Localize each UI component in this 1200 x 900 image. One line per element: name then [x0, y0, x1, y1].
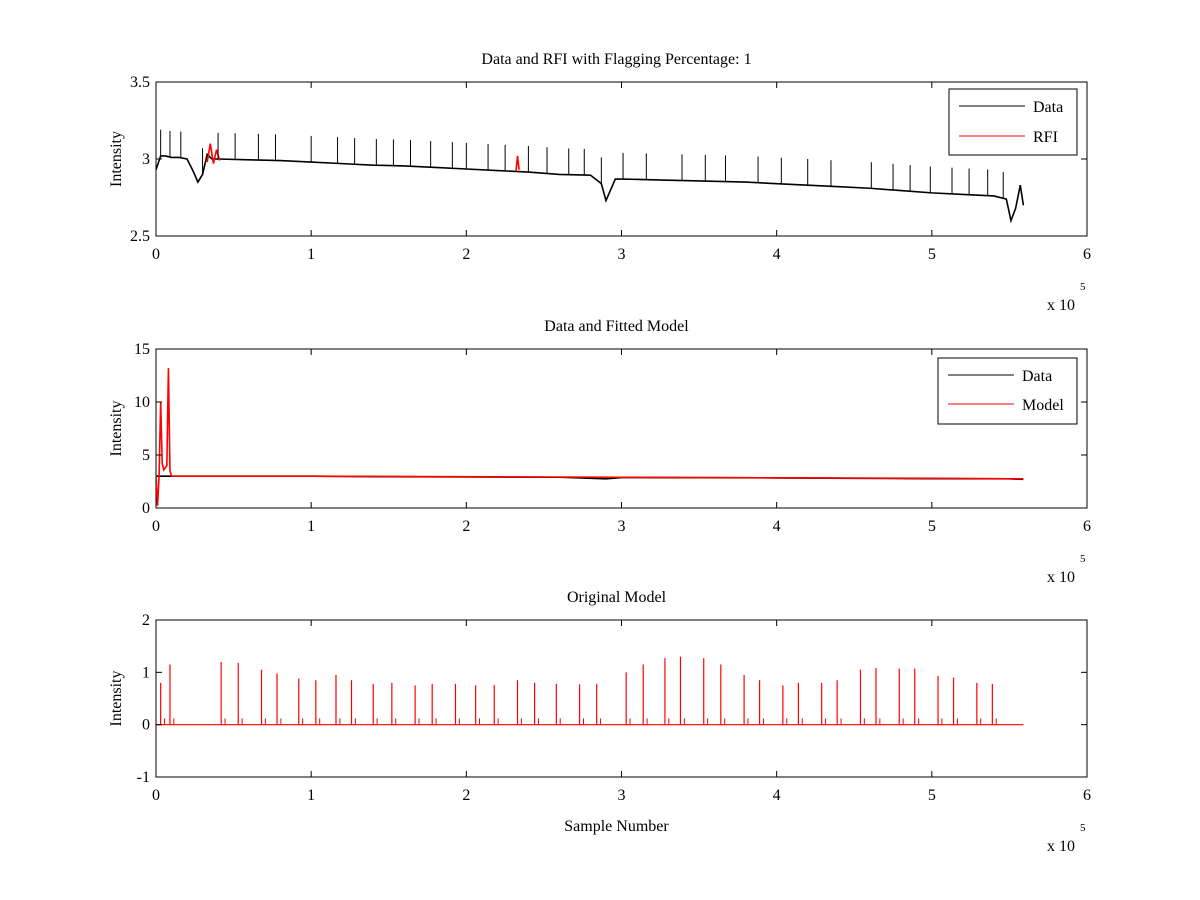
legend: Data RFI	[948, 88, 1078, 156]
subplot-data-and-rfi: 0 1 2 3 4 5 6 2.5 3 3.5 Data and RFI with Flagging…	[108, 51, 1091, 314]
x-tick-label: 3	[618, 518, 626, 535]
x-multiplier-exponent: 5	[1080, 553, 1086, 565]
x-tick-label: 1	[307, 518, 315, 535]
series-line-rfi-cluster-0	[206, 143, 221, 164]
plot-area	[156, 129, 1025, 224]
x-tick-label: 5	[928, 787, 936, 804]
x-tick-label: 1	[307, 787, 315, 804]
x-multiplier: x 10	[1047, 838, 1075, 855]
y-tick-label: 2	[142, 612, 150, 629]
y-tick-label: 5	[142, 447, 150, 464]
series-model	[156, 656, 1024, 726]
x-multiplier-exponent: 5	[1080, 822, 1086, 834]
chart-title: Original Model	[567, 589, 667, 606]
y-tick-label: 0	[142, 500, 150, 517]
y-tick-label: 10	[134, 394, 150, 411]
y-axis-label: Intensity	[108, 671, 125, 727]
x-tick-label: 3	[618, 246, 626, 263]
series-line-rfi-cluster-1	[515, 155, 520, 172]
legend-box	[937, 357, 1078, 425]
series-line-data	[156, 152, 1025, 224]
series-rfi	[206, 143, 520, 172]
axes-box	[155, 81, 1088, 237]
legend-box	[948, 88, 1078, 156]
y-tick-label: 1	[142, 664, 150, 681]
series-line-model	[156, 368, 1024, 506]
legend-label-data: Data	[1033, 99, 1063, 116]
subplot-data-and-fitted-model: 0 1 2 3 4 5 6 0 5 10 15 Data and Fitted Model Intens…	[108, 318, 1091, 586]
series-model	[156, 368, 1024, 506]
data-spikes	[160, 129, 1004, 199]
x-tick-label: 2	[462, 787, 470, 804]
series-data	[156, 152, 1025, 224]
y-tick-label: 2.5	[130, 228, 150, 245]
chart-title: Data and RFI with Flagging Percentage: 1	[481, 51, 751, 68]
x-tick-label: 3	[618, 787, 626, 804]
axes-box	[155, 619, 1088, 778]
y-tick-label: 0	[142, 717, 150, 734]
chart-title: Data and Fitted Model	[544, 318, 689, 335]
plot-area	[156, 368, 1024, 506]
x-multiplier: x 10	[1047, 297, 1075, 314]
x-tick-label: 0	[152, 246, 160, 263]
y-tick-label: 3.5	[130, 74, 150, 91]
x-tick-label: 4	[773, 518, 781, 535]
y-tick-label: -1	[137, 769, 150, 786]
y-axis-label: Intensity	[108, 131, 125, 187]
x-tick-label: 1	[307, 246, 315, 263]
x-tick-label: 6	[1083, 246, 1091, 263]
x-tick-label: 2	[462, 518, 470, 535]
x-tick-label: 0	[152, 518, 160, 535]
x-tick-label: 5	[928, 518, 936, 535]
x-multiplier-exponent: 5	[1080, 281, 1086, 293]
y-axis-label: Intensity	[108, 401, 125, 457]
x-tick-label: 6	[1083, 787, 1091, 804]
x-axis-label: Sample Number	[564, 818, 669, 835]
legend: Data Model	[937, 357, 1078, 425]
x-tick-label: 0	[152, 787, 160, 804]
x-tick-label: 2	[462, 246, 470, 263]
legend-label-model: Model	[1022, 397, 1064, 414]
x-tick-label: 4	[773, 246, 781, 263]
x-multiplier: x 10	[1047, 569, 1075, 586]
x-tick-label: 4	[773, 787, 781, 804]
x-tick-label: 5	[928, 246, 936, 263]
legend-label-data: Data	[1022, 368, 1052, 385]
legend-label-rfi: RFI	[1033, 129, 1058, 146]
plot-area	[156, 656, 1024, 726]
y-tick-label: 3	[142, 151, 150, 168]
y-tick-label: 15	[134, 341, 150, 358]
x-tick-label: 6	[1083, 518, 1091, 535]
